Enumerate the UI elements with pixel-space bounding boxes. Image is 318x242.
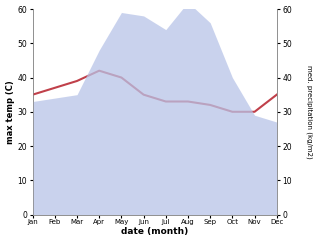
Y-axis label: med. precipitation (kg/m2): med. precipitation (kg/m2): [306, 65, 313, 159]
Y-axis label: max temp (C): max temp (C): [5, 80, 15, 144]
X-axis label: date (month): date (month): [121, 227, 188, 236]
